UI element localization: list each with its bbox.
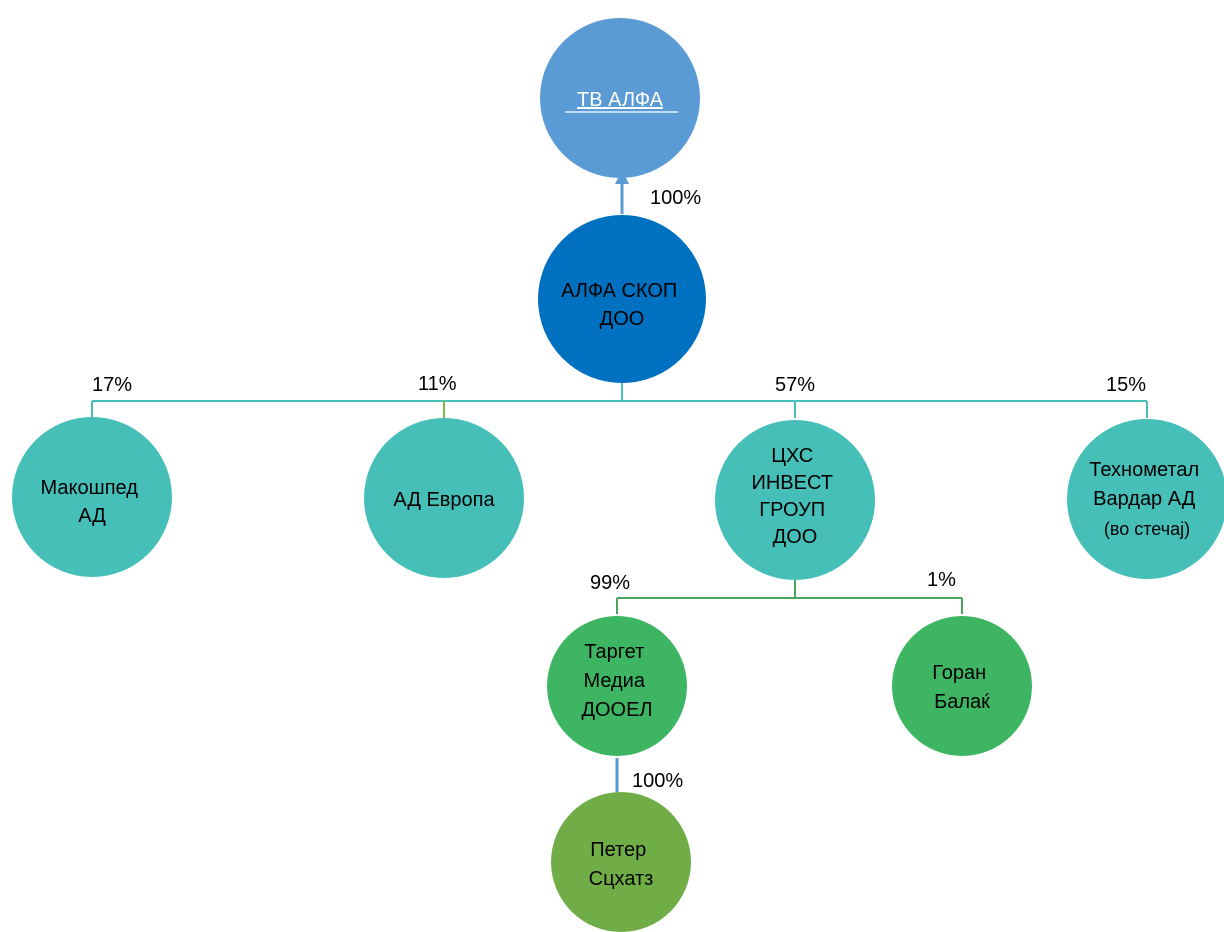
label-line: Медиа <box>583 670 645 692</box>
pct-makoshped: 17% <box>92 374 132 396</box>
node-label: Макошпед АД <box>41 477 144 527</box>
node-circle <box>547 616 687 756</box>
node-circle <box>540 18 700 178</box>
label-line: АД Европа <box>393 489 495 511</box>
pct-goran-balak: 1% <box>927 569 956 591</box>
node-peter-schatz: Петер Сцхатз <box>551 792 691 932</box>
label-line: Технометал <box>1089 459 1199 481</box>
pct-peter-schatz: 100% <box>632 770 683 792</box>
label-line: ТВ АЛФА <box>577 89 664 111</box>
label-line: ЦХС <box>771 445 813 467</box>
node-goran-balak: Горан Балаќ <box>892 616 1032 756</box>
label-line: Таргет <box>584 641 644 663</box>
node-label: Таргет Медиа ДООЕЛ <box>581 641 652 721</box>
node-ad-evropa: АД Европа <box>364 418 524 578</box>
label-line: Вардар АД <box>1093 488 1196 510</box>
node-circle <box>892 616 1032 756</box>
node-tehnometal: Технометал Вардар АД (во стечај) <box>1067 419 1224 579</box>
node-chs-invest: ЦХС ИНВЕСТ ГРОУП ДОО <box>715 420 875 580</box>
node-label: АД Европа <box>393 489 495 511</box>
node-circle <box>715 420 875 580</box>
connectors <box>91 170 1148 792</box>
node-label: Петер Сцхатз <box>589 839 654 890</box>
pct-target-media: 99% <box>590 572 630 594</box>
node-label: ЦХС ИНВЕСТ ГРОУП ДОО <box>751 445 838 548</box>
pct-ad-evropa: 11% <box>418 373 457 395</box>
label-line: ДОО <box>773 526 818 548</box>
pct-tehnometal: 15% <box>1106 374 1146 396</box>
node-alfa-skop: АЛФА СКОП ДОО <box>538 215 706 383</box>
label-line: Петер <box>590 839 646 861</box>
node-label[interactable]: ТВ АЛФА <box>577 89 664 111</box>
label-line: (во стечај) <box>1104 519 1190 539</box>
node-label: Горан Балаќ <box>932 662 991 713</box>
node-makoshped: Макошпед АД <box>12 417 172 577</box>
label-line: Балаќ <box>934 691 990 713</box>
node-circle <box>538 215 706 383</box>
pct-chs-invest: 57% <box>775 374 815 396</box>
node-circle <box>1067 419 1224 579</box>
label-line: ДООЕЛ <box>581 699 652 721</box>
node-tv-alfa[interactable]: ТВ АЛФА <box>540 18 700 178</box>
percent-labels: 100% 17% 11% 57% 15% 99% 1% 100% <box>92 187 1146 792</box>
label-line: АЛФА СКОП <box>561 280 677 302</box>
node-circle <box>551 792 691 932</box>
node-circle <box>12 417 172 577</box>
label-line: Горан <box>932 662 986 684</box>
label-line: Сцхатз <box>589 868 654 890</box>
pct-alfa-to-tv: 100% <box>650 187 701 209</box>
node-label: Технометал Вардар АД (во стечај) <box>1089 459 1204 539</box>
label-line: Макошпед <box>41 477 139 499</box>
label-line: ДОО <box>600 308 645 330</box>
label-line: ИНВЕСТ <box>751 472 833 494</box>
node-target-media: Таргет Медиа ДООЕЛ <box>547 616 687 756</box>
label-line: ГРОУП <box>759 499 825 521</box>
label-line: АД <box>78 505 106 527</box>
node-label: АЛФА СКОП ДОО <box>561 280 683 330</box>
node-circle <box>364 418 524 578</box>
